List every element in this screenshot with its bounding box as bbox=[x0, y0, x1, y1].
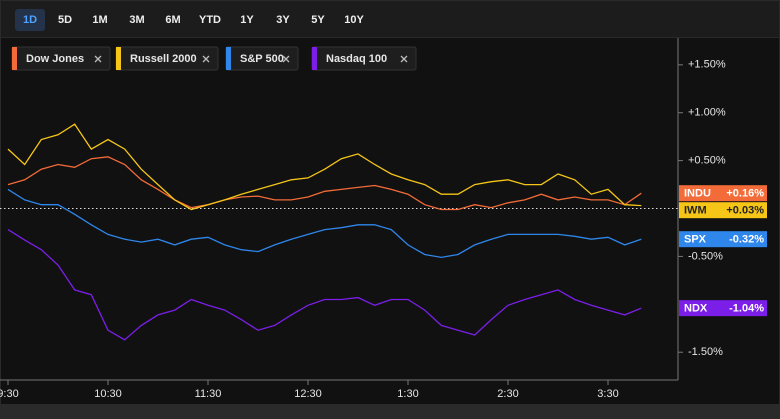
badge-ticker: SPX bbox=[684, 234, 707, 246]
badge-ticker: INDU bbox=[684, 188, 711, 200]
legend-close[interactable] bbox=[202, 55, 210, 63]
legend-swatch bbox=[226, 47, 231, 70]
series-line bbox=[7, 188, 642, 259]
x-tick-label: 10:30 bbox=[94, 388, 122, 400]
legend-close[interactable] bbox=[282, 55, 290, 63]
legend-swatch bbox=[12, 47, 17, 70]
legend-close[interactable] bbox=[94, 55, 102, 63]
x-tick-label: 1:30 bbox=[397, 388, 418, 400]
toolbar bbox=[1, 1, 779, 37]
legend-label[interactable]: Russell 2000 bbox=[130, 53, 197, 65]
badge-value: -1.04% bbox=[729, 303, 764, 315]
badge-ticker: NDX bbox=[684, 303, 708, 315]
plot-area bbox=[1, 38, 779, 404]
x-tick-label: 2:30 bbox=[497, 388, 518, 400]
badge-value: -0.32% bbox=[729, 234, 764, 246]
range-button[interactable]: 10Y bbox=[344, 14, 364, 26]
range-button[interactable]: 3Y bbox=[276, 14, 290, 26]
legend-close[interactable] bbox=[400, 55, 408, 63]
range-button[interactable]: 1D bbox=[23, 14, 37, 26]
y-tick-label: +0.50% bbox=[688, 155, 726, 167]
badge-value: +0.16% bbox=[726, 188, 764, 200]
series-line bbox=[7, 123, 642, 211]
range-button[interactable]: 6M bbox=[165, 14, 180, 26]
series-line bbox=[7, 156, 642, 211]
x-tick-label: 12:30 bbox=[294, 388, 322, 400]
legend-label[interactable]: S&P 500 bbox=[240, 53, 284, 65]
y-tick-label: +1.50% bbox=[688, 59, 726, 71]
y-tick-label: -0.50% bbox=[688, 250, 723, 262]
range-button[interactable]: 1M bbox=[92, 14, 107, 26]
legend-label[interactable]: Nasdaq 100 bbox=[326, 53, 387, 65]
x-tick-label: 9:30 bbox=[0, 388, 19, 400]
range-button[interactable]: YTD bbox=[199, 14, 221, 26]
legend-swatch bbox=[116, 47, 121, 70]
range-button[interactable]: 3M bbox=[129, 14, 144, 26]
range-button[interactable]: 1Y bbox=[240, 14, 254, 26]
last-value-badge bbox=[679, 300, 767, 317]
badge-ticker: IWM bbox=[684, 205, 707, 217]
range-button[interactable]: 5D bbox=[58, 14, 72, 26]
x-tick-label: 11:30 bbox=[195, 388, 222, 400]
last-value-badge bbox=[679, 185, 767, 202]
y-tick-label: +1.00% bbox=[688, 107, 726, 119]
range-button-bg bbox=[15, 9, 45, 31]
x-tick-label: 3:30 bbox=[597, 388, 618, 400]
last-value-badge bbox=[679, 202, 767, 219]
y-tick-label: -1.50% bbox=[688, 346, 723, 358]
legend-swatch bbox=[312, 47, 317, 70]
last-value-badge bbox=[679, 231, 767, 248]
range-button[interactable]: 5Y bbox=[311, 14, 325, 26]
badge-value: +0.03% bbox=[726, 205, 764, 217]
series-line bbox=[7, 229, 642, 341]
legend-label[interactable]: Dow Jones bbox=[26, 53, 84, 65]
